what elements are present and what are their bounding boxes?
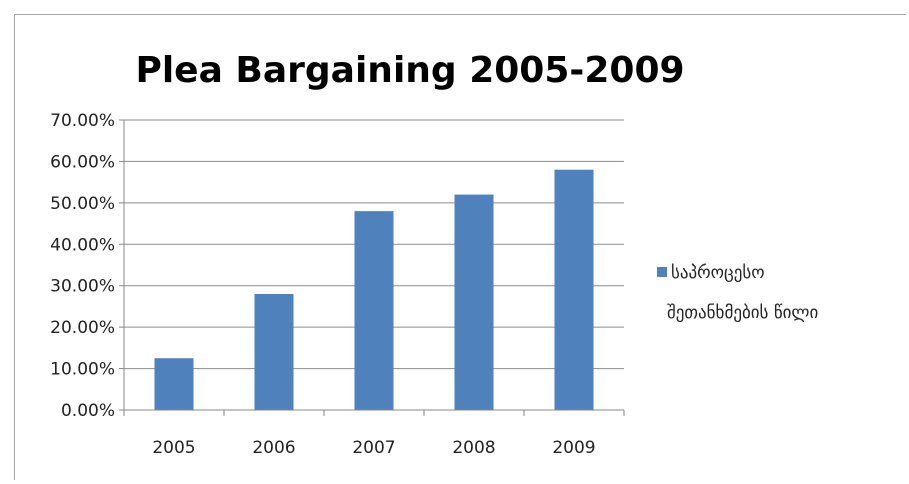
bar-2007 [354, 211, 394, 410]
bar-2009 [554, 169, 594, 410]
x-tick-label: 2008 [452, 438, 495, 458]
x-tick-label: 2005 [152, 438, 195, 458]
legend-label-line-1: საპროცესო [671, 263, 765, 283]
y-tick-label: 20.00% [50, 318, 115, 338]
x-tick-label: 2007 [352, 438, 395, 458]
x-axis-ticks: 2005 2006 2007 2008 2009 [123, 410, 625, 458]
bar-2006 [254, 294, 294, 410]
x-tick-label: 2009 [552, 438, 595, 458]
legend: საპროცესო შეთანხმების წილი [657, 263, 818, 323]
bar-2005 [154, 358, 194, 410]
y-tick-label: 70.00% [50, 111, 115, 131]
y-tick-label: 30.00% [50, 277, 115, 297]
bar-2008 [454, 194, 494, 410]
y-tick-label: 0.00% [61, 401, 115, 421]
chart-title: Plea Bargaining 2005-2009 [135, 50, 684, 91]
legend-swatch [657, 267, 667, 277]
bars [154, 169, 594, 410]
y-axis-ticks: 0.00% 10.00% 20.00% 30.00% 40.00% 50.00% 60.00… [50, 111, 124, 421]
y-tick-label: 10.00% [50, 360, 115, 380]
x-tick-label: 2006 [252, 438, 295, 458]
legend-label-line-2: შეთანხმების წილი [667, 303, 818, 323]
y-tick-label: 40.00% [50, 235, 115, 255]
y-tick-label: 60.00% [50, 152, 115, 172]
y-tick-label: 50.00% [50, 194, 115, 214]
